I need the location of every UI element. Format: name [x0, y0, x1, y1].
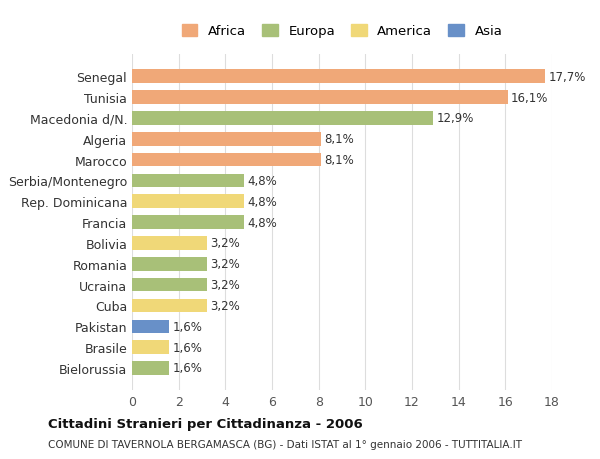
Text: 3,2%: 3,2%	[210, 257, 240, 271]
Bar	[132, 341, 169, 354]
Bar	[132, 91, 508, 105]
Bar	[132, 153, 321, 167]
Bar	[132, 278, 206, 292]
Text: Cittadini Stranieri per Cittadinanza - 2006: Cittadini Stranieri per Cittadinanza - 2…	[48, 417, 363, 430]
Text: 3,2%: 3,2%	[210, 237, 240, 250]
Bar	[132, 70, 545, 84]
Bar	[132, 133, 321, 146]
Bar	[132, 299, 206, 313]
Bar	[132, 174, 244, 188]
Text: 1,6%: 1,6%	[173, 320, 203, 333]
Text: 4,8%: 4,8%	[248, 196, 277, 208]
Text: 4,8%: 4,8%	[248, 216, 277, 229]
Text: 8,1%: 8,1%	[325, 133, 354, 146]
Text: 3,2%: 3,2%	[210, 279, 240, 291]
Legend: Africa, Europa, America, Asia: Africa, Europa, America, Asia	[175, 18, 509, 45]
Text: 1,6%: 1,6%	[173, 341, 203, 354]
Text: 4,8%: 4,8%	[248, 174, 277, 188]
Bar	[132, 195, 244, 208]
Text: 8,1%: 8,1%	[325, 154, 354, 167]
Bar	[132, 112, 433, 125]
Text: 16,1%: 16,1%	[511, 91, 548, 104]
Bar	[132, 361, 169, 375]
Bar	[132, 257, 206, 271]
Bar	[132, 237, 206, 250]
Text: COMUNE DI TAVERNOLA BERGAMASCA (BG) - Dati ISTAT al 1° gennaio 2006 - TUTTITALIA: COMUNE DI TAVERNOLA BERGAMASCA (BG) - Da…	[48, 440, 522, 449]
Text: 17,7%: 17,7%	[548, 71, 586, 84]
Bar	[132, 320, 169, 333]
Bar	[132, 216, 244, 230]
Text: 1,6%: 1,6%	[173, 362, 203, 375]
Text: 3,2%: 3,2%	[210, 299, 240, 312]
Text: 12,9%: 12,9%	[437, 112, 474, 125]
